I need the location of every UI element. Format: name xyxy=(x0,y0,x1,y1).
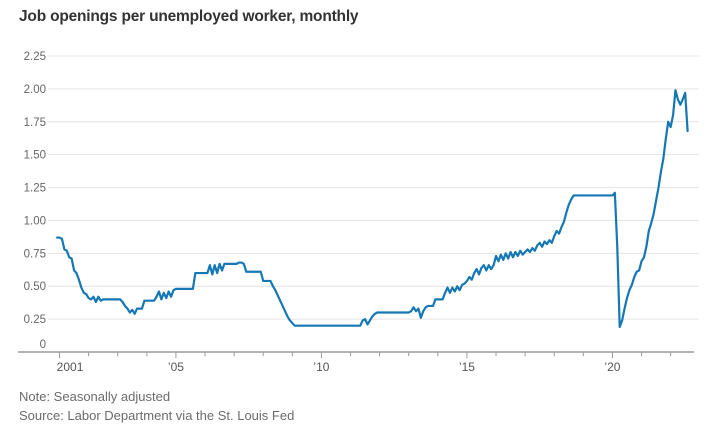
y-tick-label: 2.25 xyxy=(24,51,46,63)
y-tick-label: 1.00 xyxy=(24,215,46,227)
x-tick-label: ’15 xyxy=(459,360,475,374)
y-tick-label: 0 xyxy=(40,339,46,351)
x-tick-label: ’05 xyxy=(168,360,184,374)
y-tick-label: 1.25 xyxy=(24,183,46,195)
y-tick-label: 1.75 xyxy=(24,117,46,129)
y-tick-label: 2.00 xyxy=(24,84,46,96)
x-tick-label: 2001 xyxy=(57,360,84,374)
data-line-series xyxy=(55,89,689,329)
x-tick-label: ’10 xyxy=(313,360,329,374)
chart-title: Job openings per unemployed worker, mont… xyxy=(19,8,359,25)
chart-note: Note: Seasonally adjusted xyxy=(19,389,171,404)
y-tick-label: 0.25 xyxy=(24,314,46,326)
x-tick-label: ’20 xyxy=(604,360,620,374)
y-tick-label: 1.50 xyxy=(24,150,46,162)
y-tick-label: 0.50 xyxy=(24,281,46,293)
y-tick-label: 0.75 xyxy=(24,248,46,260)
chart-source: Source: Labor Department via the St. Lou… xyxy=(19,408,295,423)
